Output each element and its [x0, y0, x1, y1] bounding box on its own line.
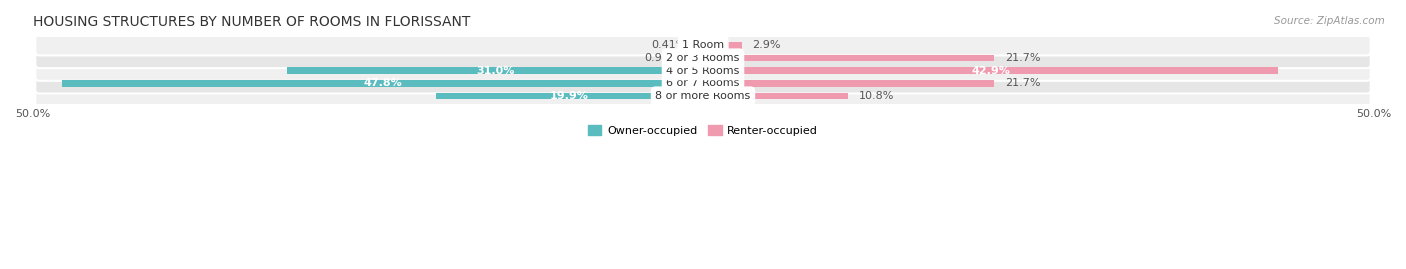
- Bar: [703, 93, 848, 99]
- Bar: [703, 67, 1278, 74]
- Text: 6 or 7 Rooms: 6 or 7 Rooms: [666, 78, 740, 88]
- Bar: [690, 55, 703, 61]
- Bar: [62, 80, 703, 87]
- Text: 0.94%: 0.94%: [644, 53, 679, 63]
- Text: 8 or more Rooms: 8 or more Rooms: [655, 91, 751, 101]
- Text: Source: ZipAtlas.com: Source: ZipAtlas.com: [1274, 16, 1385, 26]
- Legend: Owner-occupied, Renter-occupied: Owner-occupied, Renter-occupied: [583, 121, 823, 140]
- Text: 21.7%: 21.7%: [1005, 53, 1040, 63]
- Text: 1 Room: 1 Room: [682, 40, 724, 50]
- Text: 42.9%: 42.9%: [972, 66, 1010, 76]
- Bar: [697, 42, 703, 49]
- Text: 47.8%: 47.8%: [363, 78, 402, 88]
- Text: 19.9%: 19.9%: [550, 91, 589, 101]
- Text: 21.7%: 21.7%: [1005, 78, 1040, 88]
- Bar: [436, 93, 703, 99]
- Bar: [703, 55, 994, 61]
- FancyBboxPatch shape: [35, 48, 1371, 68]
- Text: 2.9%: 2.9%: [752, 40, 782, 50]
- Bar: [703, 80, 994, 87]
- Text: HOUSING STRUCTURES BY NUMBER OF ROOMS IN FLORISSANT: HOUSING STRUCTURES BY NUMBER OF ROOMS IN…: [32, 15, 470, 29]
- Text: 4 or 5 Rooms: 4 or 5 Rooms: [666, 66, 740, 76]
- FancyBboxPatch shape: [35, 86, 1371, 106]
- Text: 10.8%: 10.8%: [859, 91, 894, 101]
- FancyBboxPatch shape: [35, 73, 1371, 93]
- Text: 0.41%: 0.41%: [651, 40, 686, 50]
- Text: 2 or 3 Rooms: 2 or 3 Rooms: [666, 53, 740, 63]
- Bar: [287, 67, 703, 74]
- Text: 31.0%: 31.0%: [477, 66, 515, 76]
- FancyBboxPatch shape: [35, 35, 1371, 55]
- Bar: [703, 42, 742, 49]
- FancyBboxPatch shape: [35, 61, 1371, 81]
